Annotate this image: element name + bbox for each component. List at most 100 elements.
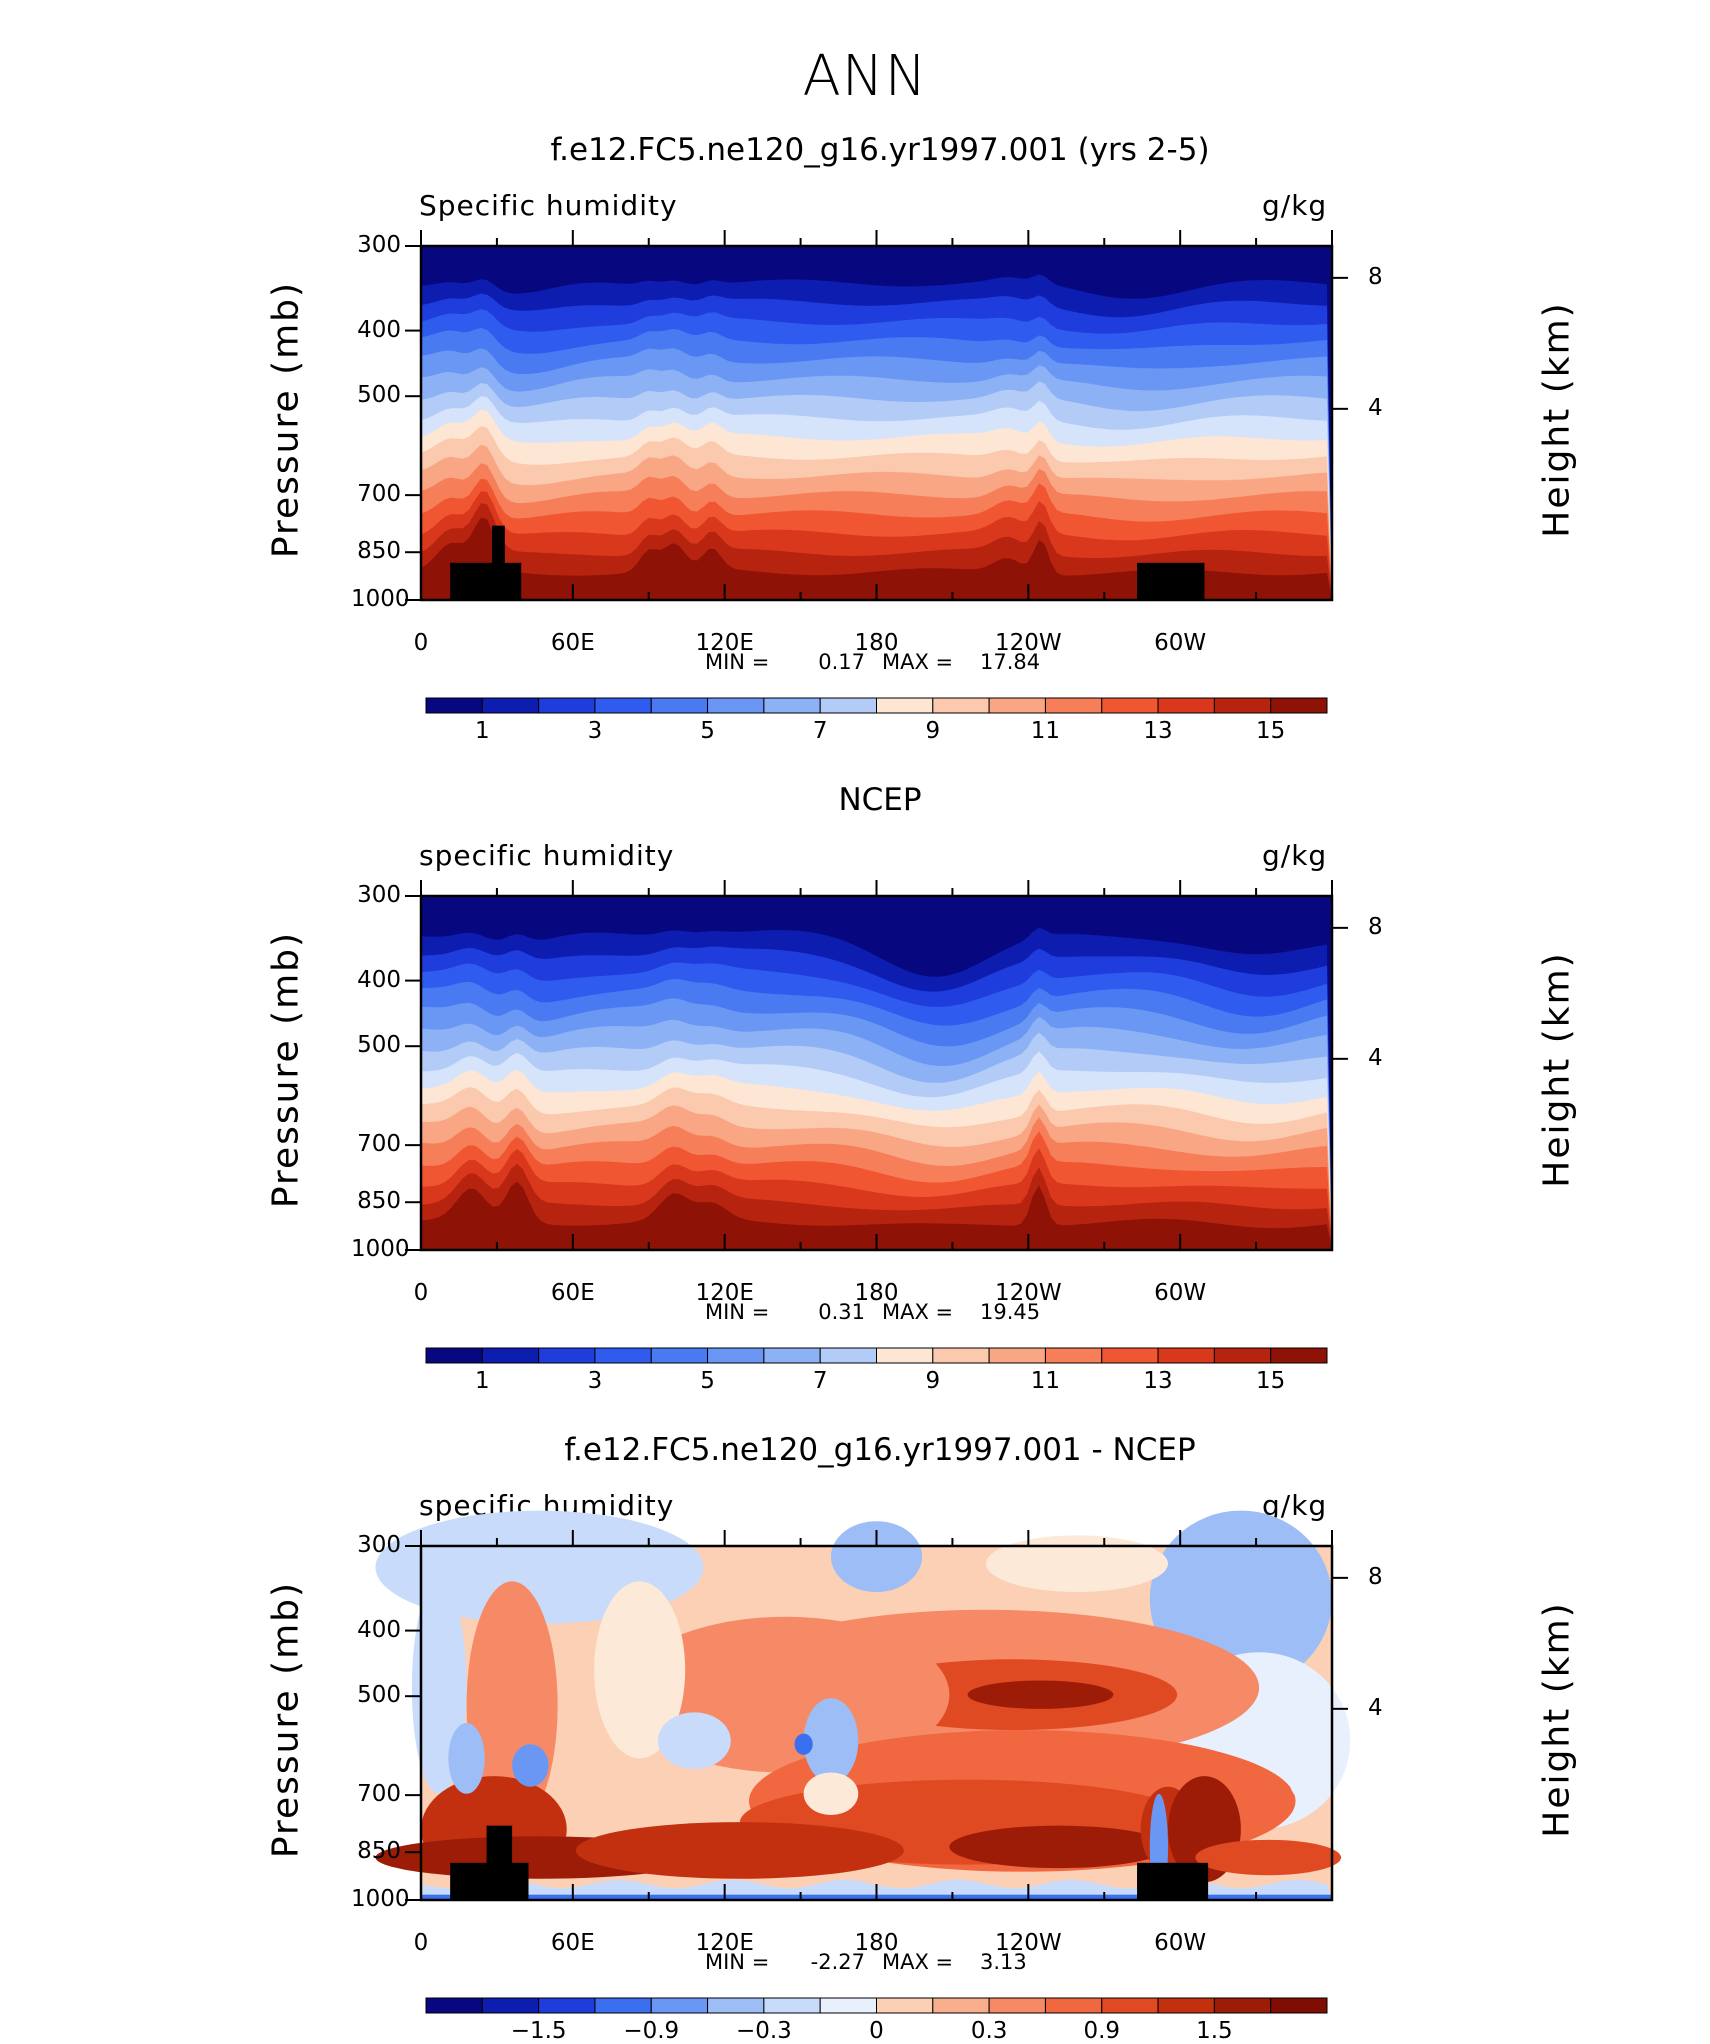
colorbar-swatch (1101, 1347, 1159, 1364)
colorbar-swatch (1213, 1997, 1272, 2014)
colorbar-label: 13 (1143, 1368, 1173, 1394)
min-label: MIN = (705, 1950, 770, 1974)
max-value: 19.45 (980, 1300, 1041, 1324)
colorbar-swatch (763, 1347, 821, 1364)
contour-layer (421, 1181, 1332, 1250)
topography-mask (486, 1825, 513, 1900)
colorbar-swatch (1157, 697, 1215, 714)
panel-title: NCEP (838, 782, 922, 818)
y2-axis-title: Height (km) (1536, 1601, 1578, 1838)
topography-mask (1137, 562, 1205, 600)
y-tick-label: 400 (357, 1616, 401, 1643)
x-tick-label: 60W (1154, 1280, 1207, 1306)
colorbar-label: 11 (1030, 718, 1061, 744)
colorbar (425, 1997, 1328, 2014)
contour-plot (375, 1510, 1351, 1902)
x-tick-label: 60W (1154, 1930, 1207, 1956)
min-value: -2.27 (810, 1950, 865, 1974)
contour-layer (575, 1822, 904, 1879)
y-tick-label: 500 (357, 1032, 401, 1059)
colorbar-swatch (650, 1997, 709, 2014)
contour-layer (803, 1698, 859, 1784)
panel-title: f.e12.FC5.ne120_g16.yr1997.001 (yrs 2-5) (550, 132, 1210, 168)
y-tick-label: 1000 (351, 1886, 410, 1912)
x-tick-label: 0 (413, 1280, 429, 1306)
colorbar-label: 5 (700, 1368, 715, 1394)
y-axis-title: Pressure (mb) (265, 280, 307, 559)
y-tick-label: 400 (357, 966, 401, 993)
variable-label: specific humidity (419, 839, 675, 872)
colorbar-swatch (650, 1347, 709, 1364)
units-label: g/kg (1262, 839, 1328, 872)
colorbar-label: 7 (812, 1368, 828, 1394)
colorbar (425, 1347, 1328, 1364)
colorbar-swatch (594, 697, 652, 714)
min-label: MIN = (705, 650, 770, 674)
colorbar-swatch (1213, 1347, 1272, 1364)
height-tick-label: 8 (1368, 913, 1383, 940)
height-tick-label: 8 (1368, 1563, 1383, 1590)
contour-layer (1195, 1839, 1342, 1876)
x-tick-label: 180 (854, 630, 899, 656)
colorbar-swatch (538, 697, 596, 714)
colorbar-swatch (1157, 1997, 1215, 2014)
contour-layer (794, 1733, 813, 1755)
panel-title: f.e12.FC5.ne120_g16.yr1997.001 - NCEP (564, 1432, 1196, 1468)
colorbar-label: −0.3 (735, 2018, 792, 2044)
units-label: g/kg (1262, 189, 1328, 222)
max-value: 3.13 (980, 1950, 1027, 1974)
topography-mask (492, 525, 505, 600)
colorbar-label: 13 (1143, 718, 1173, 744)
y-tick-label: 700 (357, 481, 401, 508)
colorbar-swatch (763, 1997, 821, 2014)
y-tick-label: 700 (357, 1781, 401, 1808)
height-tick-label: 4 (1368, 1694, 1383, 1721)
colorbar-swatch (425, 1347, 483, 1364)
contour-layer (657, 1712, 731, 1770)
colorbar-swatch (707, 1347, 765, 1364)
x-tick-label: 60E (550, 1280, 595, 1306)
colorbar-swatch (1044, 1347, 1103, 1364)
y-tick-label: 300 (357, 232, 401, 258)
y2-axis-title: Height (km) (1536, 951, 1578, 1188)
max-label: MAX = (882, 1950, 954, 1974)
contour-layer (1286, 1730, 1323, 1801)
max-value: 17.84 (980, 650, 1041, 674)
colorbar-swatch (876, 697, 934, 714)
min-label: MIN = (705, 1300, 770, 1324)
colorbar-label: −0.9 (623, 2018, 680, 2044)
colorbar-label: 9 (925, 1368, 941, 1394)
colorbar-swatch (425, 697, 483, 714)
height-tick-label: 4 (1368, 1044, 1383, 1071)
colorbar-swatch (707, 697, 765, 714)
contour-layer (803, 1772, 859, 1816)
colorbar-swatch (1101, 697, 1159, 714)
y-tick-label: 400 (357, 316, 401, 343)
x-tick-label: 180 (854, 1280, 899, 1306)
topography-mask (450, 562, 522, 600)
colorbar-swatch (988, 697, 1046, 714)
colorbar-label: 15 (1256, 718, 1286, 744)
colorbar-swatch (1157, 1347, 1215, 1364)
contour-layer (967, 1680, 1114, 1709)
y-tick-label: 500 (357, 382, 401, 409)
colorbar-swatch (932, 1347, 990, 1364)
colorbar-swatch (876, 1997, 934, 2014)
min-value: 0.17 (818, 650, 865, 674)
colorbar-label: 0.9 (1083, 2018, 1121, 2044)
contour-layer (421, 517, 1332, 600)
x-tick-label: 60E (550, 630, 595, 656)
colorbar-label: 1 (474, 1368, 490, 1394)
colorbar-label: 7 (812, 718, 828, 744)
colorbar-swatch (538, 1347, 596, 1364)
max-label: MAX = (882, 650, 954, 674)
x-tick-label: 0 (413, 1930, 429, 1956)
colorbar-swatch (650, 697, 709, 714)
colorbar-label: 3 (587, 718, 603, 744)
colorbar-swatch (594, 1347, 652, 1364)
colorbar-label: 0 (869, 2018, 884, 2044)
contour-layer (448, 1723, 485, 1794)
y-axis-title: Pressure (mb) (265, 1580, 307, 1859)
x-tick-label: 60W (1154, 630, 1207, 656)
contour-plot (405, 230, 1348, 602)
